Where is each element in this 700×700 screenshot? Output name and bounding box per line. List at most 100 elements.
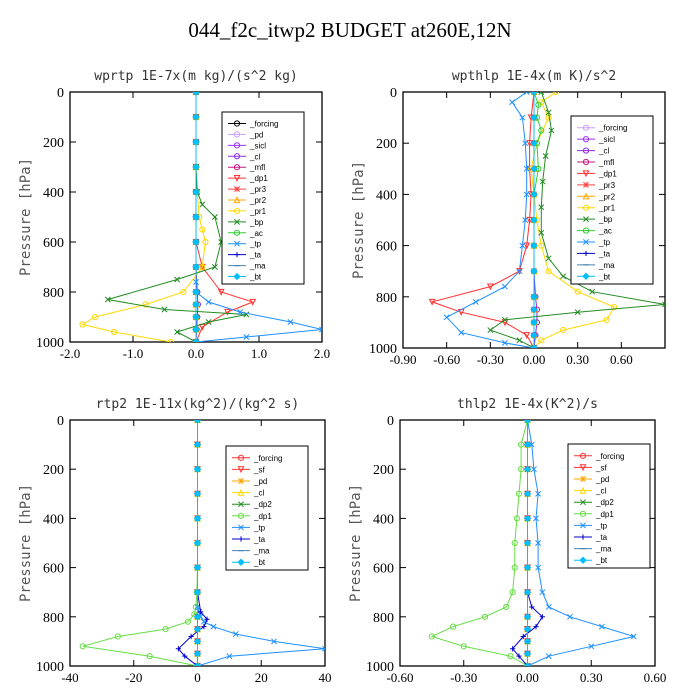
data-point: [249, 298, 257, 306]
y-tick-label: 600: [376, 240, 397, 255]
legend-marker: [233, 142, 241, 149]
data-point: [175, 646, 181, 652]
data-point: [630, 633, 637, 640]
data-point: [522, 140, 529, 147]
data-point: [199, 201, 206, 208]
y-tick-label: 600: [43, 562, 64, 577]
y-tick-label: 1000: [369, 342, 397, 357]
legend-marker: [233, 229, 241, 236]
data-point: [528, 441, 535, 448]
data-point: [142, 301, 149, 308]
legend-marker: [234, 186, 240, 193]
x-tick-label: 20: [255, 670, 268, 685]
data-point: [535, 564, 542, 571]
legend-label: _bp: [249, 218, 264, 227]
legend-label: _ma: [595, 545, 612, 554]
data-point: [193, 563, 202, 572]
data-point: [545, 653, 552, 660]
legend-label: _ta: [598, 249, 611, 258]
legend-marker: [582, 147, 590, 154]
plot-area: [428, 92, 665, 348]
x-tick-label: 0.60: [644, 670, 667, 685]
data-point: [662, 301, 665, 308]
data-point: [523, 165, 530, 172]
data-point: [205, 299, 212, 305]
data-point: [192, 238, 200, 246]
data-point: [146, 653, 153, 660]
y-tick-label: 400: [43, 186, 64, 201]
data-point: [192, 338, 200, 342]
series-dp1: [428, 420, 531, 666]
data-point: [533, 624, 539, 630]
data-point: [523, 191, 530, 198]
legend-label: _pd: [249, 130, 263, 139]
legend-label: _dp1: [595, 510, 614, 519]
data-point: [79, 643, 86, 650]
data-point: [545, 268, 552, 275]
data-point: [167, 338, 174, 342]
data-point: [552, 92, 559, 96]
data-point: [507, 653, 514, 660]
legend-label: _tp: [595, 521, 608, 530]
data-point: [201, 624, 207, 630]
data-point: [192, 325, 200, 334]
data-point: [174, 276, 181, 283]
x-tick-label: -0.30: [450, 670, 477, 685]
legend-marker: [583, 250, 589, 257]
x-tick-label: -20: [125, 670, 142, 685]
legend-label: _forcing: [595, 452, 624, 461]
legend-marker: [234, 252, 240, 258]
data-point: [237, 309, 244, 315]
data-point: [523, 514, 532, 523]
data-point: [523, 332, 531, 339]
legend-marker: [582, 170, 590, 178]
panel-title: thlp2 1E-4x(K^2)/s: [457, 397, 598, 412]
legend-label: _bt: [595, 556, 608, 565]
data-point: [511, 539, 518, 547]
legend-marker: [237, 512, 245, 519]
data-point: [193, 650, 202, 658]
data-point: [487, 327, 494, 334]
data-point: [114, 633, 121, 640]
data-point: [539, 614, 545, 620]
series-dp1: [428, 92, 538, 348]
panel-title: wpthlp 1E-4x(m K)/s^2: [452, 69, 616, 84]
y-tick-label: 200: [373, 463, 394, 478]
data-point: [193, 490, 202, 498]
legend-label: _ta: [249, 251, 262, 260]
y-tick-label: 800: [43, 611, 64, 626]
legend-label: _ac: [598, 227, 612, 236]
data-point: [217, 288, 225, 296]
y-tick-label: 200: [43, 136, 64, 151]
legend-marker: [582, 192, 590, 200]
legend-marker: [238, 524, 244, 531]
legend-label: _forcing: [253, 454, 282, 463]
legend-label: _pr3: [598, 181, 616, 190]
data-point: [199, 226, 206, 233]
x-tick-label: -1.0: [123, 346, 144, 361]
data-point: [193, 420, 202, 424]
data-point: [538, 242, 545, 249]
series-line: [81, 92, 206, 342]
chart-panel-thlp2: thlp2 1E-4x(K^2)/s Pressure [hPa] 0 200 400 6…: [348, 397, 667, 685]
chart-panel-rtp2: rtp2 1E-11x(kg^2)/(kg^2 s) Pressure [hPa]…: [18, 397, 332, 685]
data-point: [560, 273, 567, 280]
plot-area: [79, 92, 322, 342]
data-point: [560, 326, 567, 334]
legend-marker: [233, 272, 241, 281]
legend-marker: [582, 124, 590, 131]
y-tick-label: 0: [387, 414, 394, 429]
legend-marker: [233, 196, 241, 204]
y-tick-label: 600: [373, 562, 394, 577]
legend-marker: [237, 454, 245, 461]
data-point: [232, 631, 239, 637]
legend-label: _cl: [595, 487, 606, 496]
x-tick-label: -0.60: [386, 670, 413, 685]
legend-marker: [238, 536, 244, 542]
legend-marker: [579, 486, 587, 494]
data-point: [111, 328, 118, 336]
legend-label: _pr1: [598, 204, 616, 213]
data-point: [226, 653, 233, 660]
data-point: [182, 653, 188, 659]
legend-marker: [233, 131, 241, 138]
